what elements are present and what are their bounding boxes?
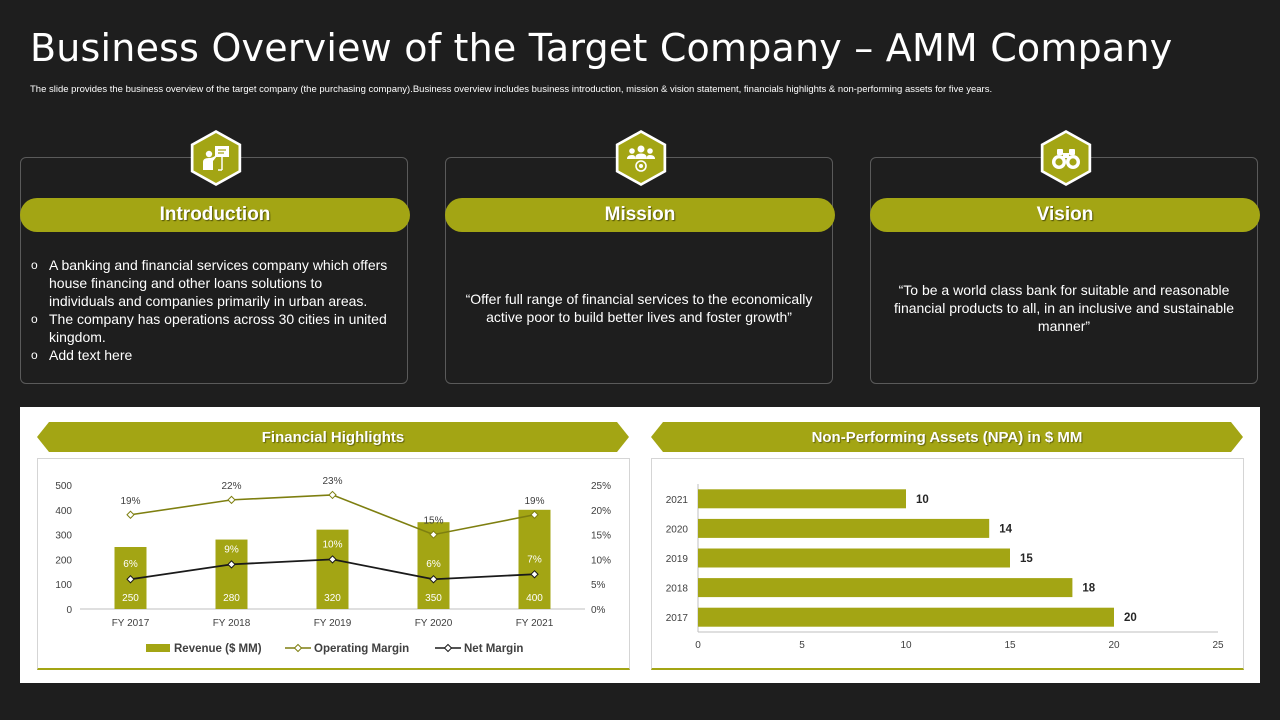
operating-margin-point bbox=[530, 510, 539, 519]
financial-highlights-banner: Financial Highlights bbox=[37, 422, 629, 452]
y-tick-label: 300 bbox=[55, 531, 72, 542]
revenue-data-label: 400 bbox=[526, 593, 543, 604]
net-margin-point bbox=[328, 555, 337, 564]
y-tick-label: 200 bbox=[55, 555, 72, 566]
introduction-label: Introduction bbox=[20, 198, 410, 232]
npa-data-label: 18 bbox=[1082, 583, 1095, 595]
y2-tick-label: 25% bbox=[591, 481, 611, 492]
legend-net-margin-label: Net Margin bbox=[464, 643, 523, 655]
y-tick-label: 2021 bbox=[666, 495, 689, 506]
x-tick-label: 10 bbox=[900, 640, 912, 651]
presentation-icon bbox=[190, 130, 242, 186]
page-subtitle: The slide provides the business overview… bbox=[30, 84, 993, 95]
operating-margin-line bbox=[130, 494, 535, 536]
revenue-bar bbox=[215, 539, 248, 609]
mission-label: Mission bbox=[445, 198, 835, 232]
operating-margin-data-label: 19% bbox=[120, 496, 140, 507]
legend-revenue-swatch bbox=[146, 644, 170, 652]
y2-tick-label: 20% bbox=[591, 506, 611, 517]
y-tick-label: 2020 bbox=[666, 524, 689, 535]
net-margin-point bbox=[429, 575, 438, 584]
npa-data-label: 14 bbox=[999, 523, 1012, 535]
vision-label: Vision bbox=[870, 198, 1260, 232]
revenue-data-label: 350 bbox=[425, 593, 442, 604]
net-margin-data-label: 9% bbox=[224, 544, 239, 555]
revenue-bar bbox=[316, 529, 349, 609]
operating-margin-data-label: 15% bbox=[423, 516, 443, 527]
x-tick-label: 0 bbox=[695, 640, 701, 651]
npa-banner: Non-Performing Assets (NPA) in $ MM bbox=[651, 422, 1243, 452]
vision-text: “To be a world class bank for suitable a… bbox=[893, 281, 1235, 334]
y2-tick-label: 5% bbox=[591, 580, 606, 591]
net-margin-data-label: 6% bbox=[123, 559, 138, 570]
revenue-data-label: 280 bbox=[223, 593, 240, 604]
legend-revenue-label: Revenue ($ MM) bbox=[174, 643, 262, 655]
y2-tick-label: 10% bbox=[591, 555, 611, 566]
binoculars-icon bbox=[1040, 130, 1092, 186]
page-title: Business Overview of the Target Company … bbox=[30, 26, 1173, 70]
y-tick-label: 0 bbox=[66, 605, 72, 616]
npa-data-label: 10 bbox=[916, 494, 929, 506]
operating-margin-data-label: 23% bbox=[322, 476, 342, 487]
x-tick-label: 25 bbox=[1212, 640, 1224, 651]
npa-bar bbox=[698, 607, 1114, 627]
npa-chart: 0 5 10 15 20 25 2021 10 2020 14 2019 15 2018 18 2017 20 bbox=[666, 484, 1224, 651]
legend-net-margin-marker bbox=[443, 643, 453, 653]
y-tick-label: 2018 bbox=[666, 584, 689, 595]
y2-tick-label: 0% bbox=[591, 605, 606, 616]
x-tick-label: FY 2020 bbox=[415, 618, 453, 629]
financial-chart: 0 100 200 300 400 500 0% 5% 10% 15% 20% 25% FY 2017 F… bbox=[55, 476, 611, 655]
x-tick-label: FY 2021 bbox=[516, 618, 554, 629]
npa-bar bbox=[698, 578, 1073, 598]
x-tick-label: 5 bbox=[799, 640, 805, 651]
revenue-data-label: 250 bbox=[122, 593, 139, 604]
net-margin-data-label: 7% bbox=[527, 554, 542, 565]
mission-card: Mission “Offer full range of financial s… bbox=[445, 130, 835, 384]
operating-margin-point bbox=[227, 495, 236, 505]
npa-bar bbox=[698, 489, 906, 509]
operating-margin-point bbox=[429, 530, 438, 539]
x-tick-label: 20 bbox=[1108, 640, 1120, 651]
revenue-data-label: 320 bbox=[324, 593, 341, 604]
y-tick-label: 100 bbox=[55, 580, 72, 591]
legend-operating-margin-label: Operating Margin bbox=[314, 643, 409, 655]
npa-data-label: 20 bbox=[1124, 612, 1137, 624]
x-tick-label: FY 2017 bbox=[112, 618, 150, 629]
x-tick-label: 15 bbox=[1004, 640, 1016, 651]
y-tick-label: 500 bbox=[55, 481, 72, 492]
operating-margin-point bbox=[328, 490, 337, 500]
x-tick-label: FY 2019 bbox=[314, 618, 352, 629]
mission-text: “Offer full range of financial services … bbox=[465, 290, 813, 325]
charts-area: Financial Highlights Non-Performing Asse… bbox=[20, 407, 1260, 683]
operating-margin-data-label: 19% bbox=[524, 496, 544, 507]
net-margin-data-label: 10% bbox=[322, 539, 342, 550]
y2-tick-label: 15% bbox=[591, 531, 611, 542]
y-tick-label: 2019 bbox=[666, 554, 689, 565]
revenue-bar bbox=[518, 509, 551, 609]
npa-bar bbox=[698, 548, 1010, 568]
financial-chart-panel: 0 100 200 300 400 500 0% 5% 10% 15% 20% 25% FY 2017 F… bbox=[37, 458, 630, 670]
list-item: o Add text here bbox=[31, 347, 133, 363]
y-tick-label: 2017 bbox=[666, 613, 689, 624]
net-margin-point bbox=[530, 570, 539, 579]
y-tick-label: 400 bbox=[55, 506, 72, 517]
vision-card: Vision “To be a world class bank for sui… bbox=[870, 130, 1260, 384]
npa-data-label: 15 bbox=[1020, 553, 1033, 565]
net-margin-point bbox=[126, 575, 135, 584]
list-item: o The company has operations across 30 ci… bbox=[31, 311, 387, 345]
legend-operating-margin-marker bbox=[293, 643, 303, 653]
team-target-icon bbox=[615, 130, 667, 186]
net-margin-point bbox=[227, 560, 236, 569]
x-tick-label: FY 2018 bbox=[213, 618, 251, 629]
npa-chart-panel: 0 5 10 15 20 25 2021 10 2020 14 2019 15 2018 18 2017 20 bbox=[651, 458, 1244, 670]
operating-margin-data-label: 22% bbox=[221, 481, 241, 492]
net-margin-data-label: 6% bbox=[426, 559, 441, 570]
npa-bar bbox=[698, 518, 990, 538]
operating-margin-point bbox=[126, 510, 135, 519]
